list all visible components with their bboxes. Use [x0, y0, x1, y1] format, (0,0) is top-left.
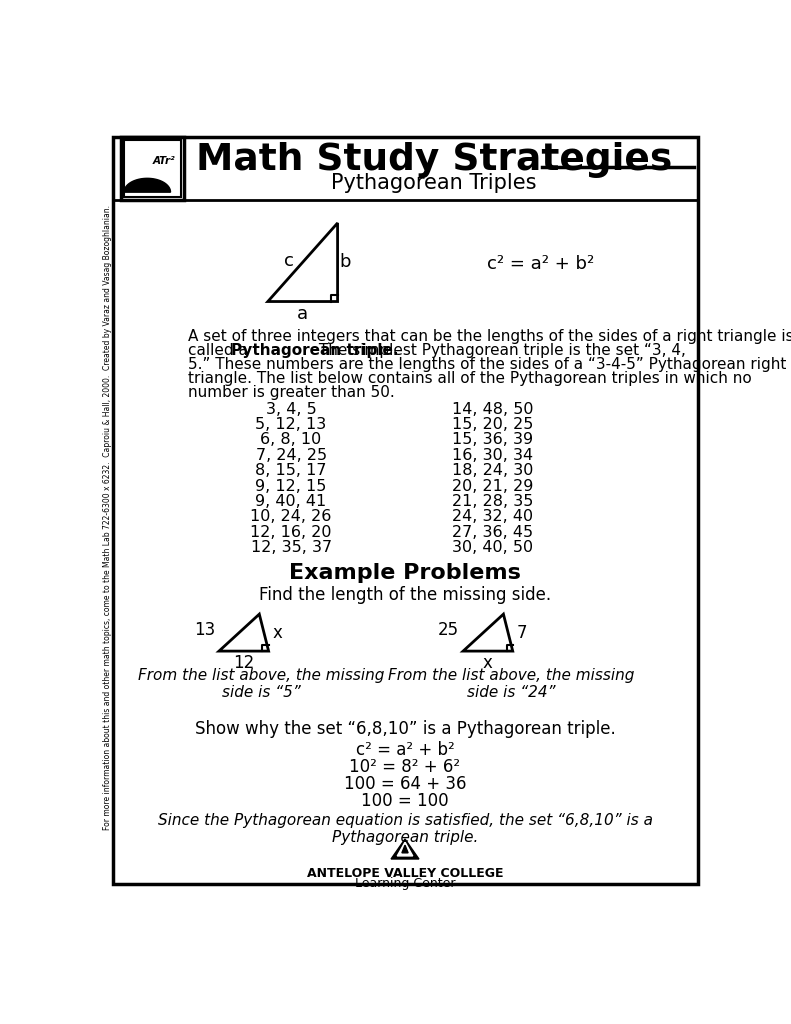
Text: Since the Pythagorean equation is satisfied, the set “6,8,10” is a
Pythagorean t: Since the Pythagorean equation is satisf… [157, 813, 653, 845]
Text: called a: called a [188, 343, 253, 358]
Text: From the list above, the missing
side is “5”: From the list above, the missing side is… [138, 668, 384, 700]
Bar [120, 137, 184, 200]
Text: From the list above, the missing
side is “24”: From the list above, the missing side is… [388, 668, 634, 700]
Text: For more information about this and other math topics, come to the Math Lab 722-: For more information about this and othe… [103, 205, 112, 829]
Text: Learning Center: Learning Center [354, 878, 456, 891]
Text: 14, 48, 50: 14, 48, 50 [452, 401, 533, 417]
Text: 12: 12 [233, 653, 255, 672]
Text: ANTELOPE VALLEY COLLEGE: ANTELOPE VALLEY COLLEGE [307, 866, 503, 880]
Text: Math Study Strategies: Math Study Strategies [195, 142, 672, 178]
Text: a: a [297, 305, 308, 323]
Text: x: x [483, 653, 493, 672]
Text: 7: 7 [517, 624, 527, 642]
Text: 30, 40, 50: 30, 40, 50 [452, 541, 533, 555]
Text: 12, 35, 37: 12, 35, 37 [251, 541, 331, 555]
Text: 5, 12, 13: 5, 12, 13 [255, 417, 327, 432]
Text: 12, 16, 20: 12, 16, 20 [250, 525, 332, 540]
Text: c: c [284, 252, 293, 269]
Polygon shape [124, 178, 171, 193]
Text: Pythagorean Triples: Pythagorean Triples [331, 173, 536, 193]
Bar [123, 140, 181, 197]
Text: 7, 24, 25: 7, 24, 25 [255, 447, 327, 463]
Text: 8, 15, 17: 8, 15, 17 [255, 463, 327, 478]
Polygon shape [391, 839, 419, 859]
Text: c² = a² + b²: c² = a² + b² [487, 255, 594, 272]
Text: 21, 28, 35: 21, 28, 35 [452, 494, 533, 509]
Text: 15, 36, 39: 15, 36, 39 [452, 432, 533, 447]
Text: 10, 24, 26: 10, 24, 26 [251, 509, 331, 524]
Text: 25: 25 [438, 621, 460, 639]
Text: 15, 20, 25: 15, 20, 25 [452, 417, 533, 432]
Text: 9, 12, 15: 9, 12, 15 [255, 478, 327, 494]
Text: 10² = 8² + 6²: 10² = 8² + 6² [350, 758, 460, 776]
Text: number is greater than 50.: number is greater than 50. [188, 385, 395, 399]
Text: 20, 21, 29: 20, 21, 29 [452, 478, 533, 494]
Text: 5.” These numbers are the lengths of the sides of a “3-4-5” Pythagorean right: 5.” These numbers are the lengths of the… [188, 357, 786, 372]
Text: The simplest Pythagorean triple is the set “3, 4,: The simplest Pythagorean triple is the s… [314, 343, 687, 358]
Text: 27, 36, 45: 27, 36, 45 [452, 525, 533, 540]
Text: A set of three integers that can be the lengths of the sides of a right triangle: A set of three integers that can be the … [188, 330, 791, 344]
Text: 16, 30, 34: 16, 30, 34 [452, 447, 533, 463]
Text: x: x [272, 624, 282, 642]
Text: 6, 8, 10: 6, 8, 10 [260, 432, 322, 447]
Text: Example Problems: Example Problems [289, 563, 521, 584]
Text: c² = a² + b²: c² = a² + b² [356, 741, 454, 759]
Text: Show why the set “6,8,10” is a Pythagorean triple.: Show why the set “6,8,10” is a Pythagore… [195, 720, 615, 737]
Text: Find the length of the missing side.: Find the length of the missing side. [259, 587, 551, 604]
Text: 100 = 100: 100 = 100 [361, 792, 448, 810]
Text: 9, 40, 41: 9, 40, 41 [255, 494, 327, 509]
Polygon shape [397, 842, 413, 856]
Text: 100 = 64 + 36: 100 = 64 + 36 [344, 775, 466, 793]
Text: 18, 24, 30: 18, 24, 30 [452, 463, 533, 478]
Text: Pythagorean triple.: Pythagorean triple. [232, 343, 399, 358]
Polygon shape [402, 845, 408, 853]
Text: 24, 32, 40: 24, 32, 40 [452, 509, 533, 524]
Text: triangle. The list below contains all of the Pythagorean triples in which no: triangle. The list below contains all of… [188, 371, 751, 386]
Text: ATr²: ATr² [153, 157, 175, 166]
Text: 3, 4, 5: 3, 4, 5 [266, 401, 316, 417]
Text: 13: 13 [194, 621, 215, 639]
Text: b: b [339, 253, 351, 271]
